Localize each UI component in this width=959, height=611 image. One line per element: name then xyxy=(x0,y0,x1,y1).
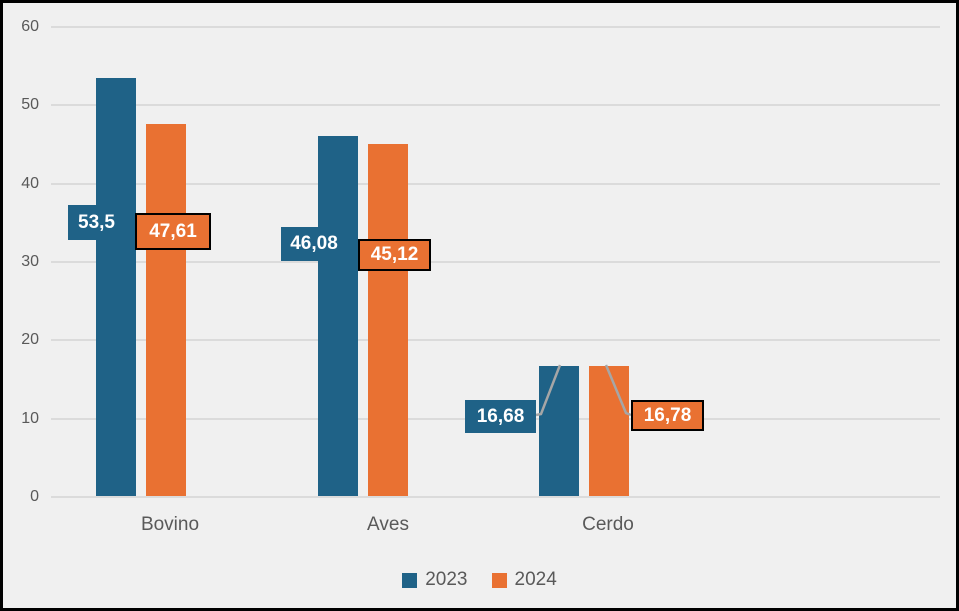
gridline-30 xyxy=(51,261,940,263)
x-category-label-cerdo: Cerdo xyxy=(582,514,634,535)
data-label-2023-cerdo: 16,68 xyxy=(465,400,536,433)
y-tick-label-30: 30 xyxy=(21,253,39,270)
data-label-2024-cerdo: 16,78 xyxy=(631,400,704,431)
y-tick-label-0: 0 xyxy=(30,488,39,505)
gridline-40 xyxy=(51,183,940,185)
bar-2023-bovino xyxy=(96,77,136,496)
legend-item-2024: 2024 xyxy=(491,569,557,591)
gridline-20 xyxy=(51,339,940,341)
legend-swatch-2023 xyxy=(402,572,418,588)
bar-2024-aves xyxy=(368,143,408,496)
bar-2023-cerdo xyxy=(539,366,579,496)
x-category-label-bovino: Bovino xyxy=(140,514,200,535)
legend-swatch-2024 xyxy=(491,572,507,588)
legend-label-2024: 2024 xyxy=(514,569,557,590)
y-tick-label-20: 20 xyxy=(21,331,39,348)
legend: 2023 2024 xyxy=(3,569,956,591)
data-label-2024-bovino: 47,61 xyxy=(135,213,211,250)
y-tick-label-60: 60 xyxy=(21,18,39,35)
bar-2023-aves xyxy=(318,136,358,496)
data-label-2023-aves: 46,08 xyxy=(281,227,347,261)
gridline-0 xyxy=(51,496,940,498)
data-label-2024-aves: 45,12 xyxy=(358,239,431,271)
gridline-50 xyxy=(51,104,940,106)
data-label-2023-bovino: 53,5 xyxy=(68,205,125,240)
bar-2024-cerdo xyxy=(589,365,629,496)
bar-2024-bovino xyxy=(146,124,186,496)
y-tick-label-40: 40 xyxy=(21,175,39,192)
legend-label-2023: 2023 xyxy=(425,569,468,590)
legend-item-2023: 2023 xyxy=(402,569,468,591)
y-tick-label-50: 50 xyxy=(21,96,39,113)
x-category-label-aves: Aves xyxy=(367,514,409,535)
y-tick-label-10: 10 xyxy=(21,410,39,427)
gridline-60 xyxy=(51,26,940,28)
